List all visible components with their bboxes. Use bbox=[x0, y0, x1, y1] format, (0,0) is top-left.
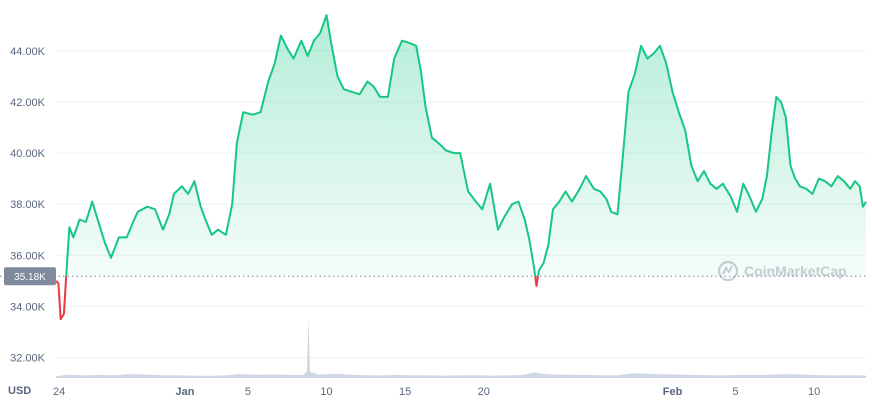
y-tick-label: 38.00K bbox=[10, 199, 46, 211]
y-tick-label: 36.00K bbox=[10, 250, 46, 262]
y-tick-label: 42.00K bbox=[10, 97, 46, 109]
price-area-fill bbox=[56, 15, 866, 277]
currency-unit-label: USD bbox=[8, 385, 31, 397]
x-tick-label: Jan bbox=[175, 386, 194, 398]
price-line-up bbox=[65, 14, 867, 277]
volume-bars bbox=[56, 318, 866, 378]
y-tick-label: 40.00K bbox=[10, 148, 46, 160]
x-tick-label: 20 bbox=[478, 386, 490, 398]
x-tick-label: 5 bbox=[245, 386, 251, 398]
baseline-price-label: 35.18K bbox=[4, 267, 56, 286]
x-tick-label: 24 bbox=[53, 386, 65, 398]
y-tick-label: 34.00K bbox=[10, 301, 46, 313]
y-axis-ticks: 32.00K 34.00K 36.00K 38.00K 40.00K 42.00K 44.0… bbox=[10, 46, 46, 365]
volume-area bbox=[56, 318, 866, 378]
x-tick-label: 10 bbox=[808, 386, 820, 398]
x-tick-label: 10 bbox=[320, 386, 332, 398]
x-axis-ticks: 24 Jan 5 10 15 20 Feb 5 10 bbox=[53, 386, 820, 398]
y-tick-label: 32.00K bbox=[10, 352, 46, 364]
x-tick-label: Feb bbox=[663, 386, 683, 398]
x-tick-label: 15 bbox=[399, 386, 411, 398]
baseline-price-text: 35.18K bbox=[14, 272, 46, 283]
y-tick-label: 44.00K bbox=[10, 46, 46, 58]
x-tick-label: 5 bbox=[732, 386, 738, 398]
